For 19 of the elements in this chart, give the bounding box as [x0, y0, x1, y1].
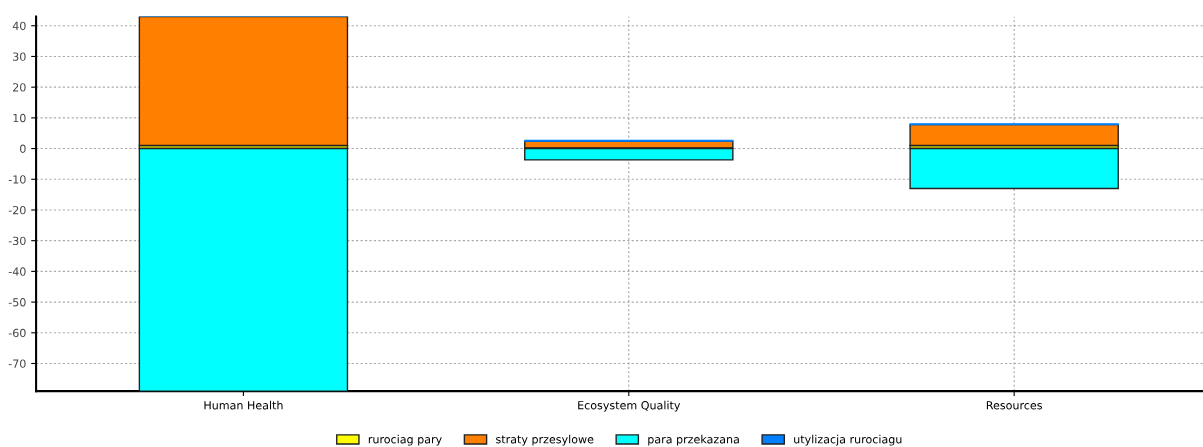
legend-label: straty przesylowe	[496, 434, 594, 446]
y-tick-label: -70	[8, 359, 26, 368]
y-tick-label: 10	[13, 113, 26, 123]
y-tick-label: 30	[13, 52, 26, 61]
y-tick-label: 40	[12, 21, 26, 31]
y-tick-label: -60	[8, 328, 26, 338]
y-tick-label: -10	[8, 175, 26, 184]
y-tick-label: -50	[8, 298, 26, 307]
legend-label: rurociag pary	[368, 434, 442, 446]
x-tick-label: Resources	[986, 401, 1042, 410]
y-tick-label: -40	[8, 267, 26, 276]
legend-label: para przekazana	[648, 434, 739, 446]
legend-label: utylizacja rurociagu	[794, 434, 902, 446]
x-tick-label: Ecosystem Quality	[578, 400, 681, 412]
y-tick-label: -20	[8, 205, 26, 215]
y-tick-label: 0	[20, 144, 26, 153]
y-tick-label: -30	[8, 236, 26, 246]
x-tick-label: Human Health	[204, 400, 283, 410]
y-tick-label: 20	[13, 83, 26, 92]
